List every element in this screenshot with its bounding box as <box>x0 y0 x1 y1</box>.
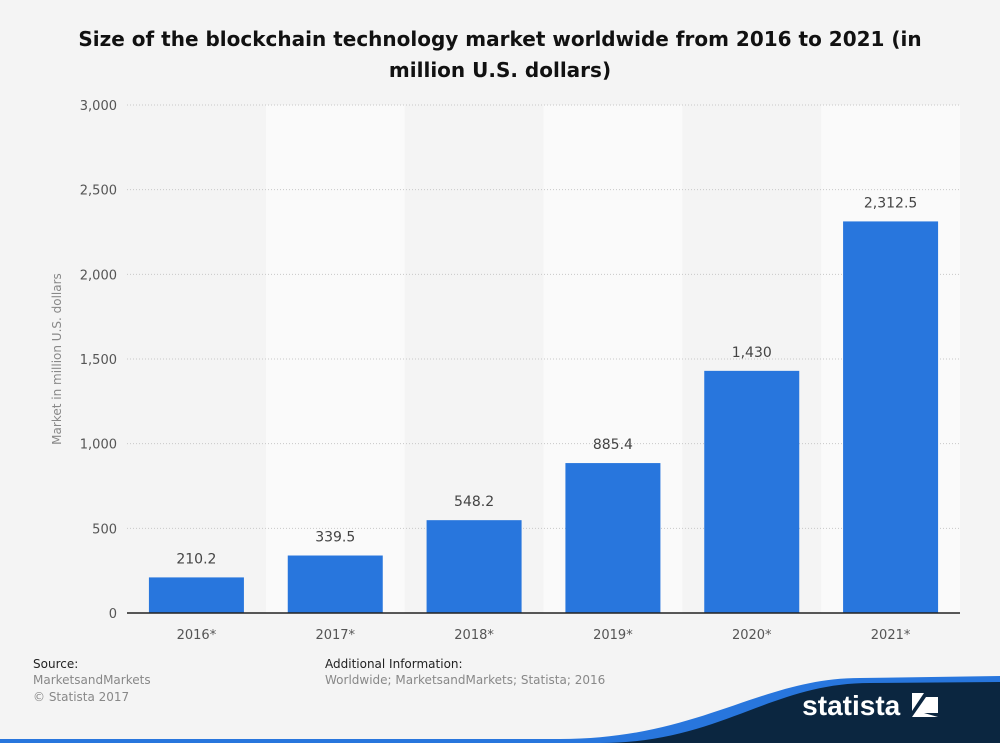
data-label: 2,312.5 <box>864 195 917 211</box>
chart-title: Size of the blockchain technology market… <box>78 27 922 82</box>
source-value: MarketsandMarkets <box>33 673 151 687</box>
logo-text: statista <box>802 690 901 721</box>
statista-logo-icon <box>912 693 938 717</box>
data-label: 210.2 <box>176 551 216 567</box>
bar <box>148 577 244 613</box>
footer-wave <box>0 676 1000 743</box>
source-label: Source: <box>33 657 79 671</box>
y-axis-label: Market in million U.S. dollars <box>50 273 64 445</box>
band <box>265 105 405 613</box>
y-tick-label: 3,000 <box>80 99 117 114</box>
x-tick-label: 2021* <box>871 628 911 643</box>
statista-logo[interactable]: statista <box>802 690 938 722</box>
y-tick-label: 2,500 <box>80 184 117 199</box>
y-tick-label: 2,000 <box>80 268 117 283</box>
data-label: 1,430 <box>732 345 772 361</box>
bar <box>565 463 661 613</box>
additional-info-label: Additional Information: <box>325 657 463 671</box>
x-tick-label: 2019* <box>593 628 633 643</box>
x-tick-label: 2018* <box>454 628 494 643</box>
copyright: © Statista 2017 <box>33 690 130 704</box>
y-tick-label: 500 <box>92 522 117 537</box>
bar <box>426 520 522 613</box>
x-tick-label: 2017* <box>315 628 355 643</box>
additional-info-block: Additional Information: Worldwide; Marke… <box>325 657 605 689</box>
y-tick-label: 1,500 <box>80 353 117 368</box>
data-label: 548.2 <box>454 494 494 510</box>
data-label: 339.5 <box>315 530 355 546</box>
bar <box>287 555 383 613</box>
bar <box>843 221 939 613</box>
x-tick-label: 2020* <box>732 628 772 643</box>
additional-info-value: Worldwide; MarketsandMarkets; Statista; … <box>325 673 606 687</box>
bar <box>704 370 800 613</box>
source-block: Source: MarketsandMarkets © Statista 201… <box>33 657 151 706</box>
y-tick-label: 0 <box>109 607 117 622</box>
x-tick-label: 2016* <box>177 628 217 643</box>
y-tick-label: 1,000 <box>80 438 117 453</box>
data-label: 885.4 <box>593 437 633 453</box>
